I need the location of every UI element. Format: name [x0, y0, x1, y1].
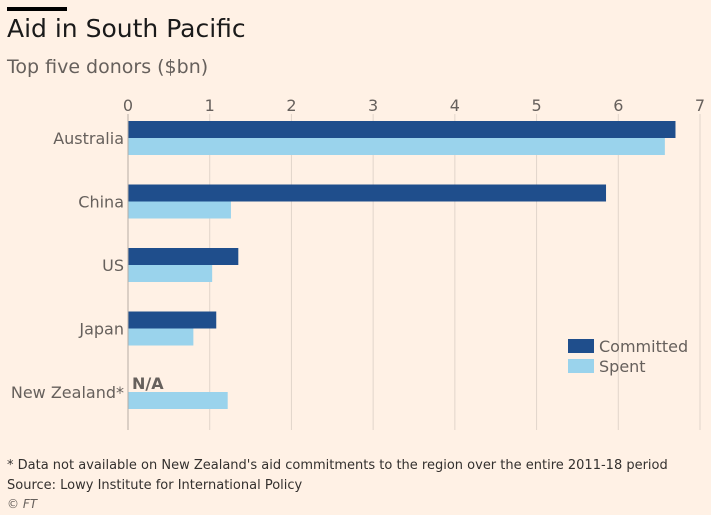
bar-committed — [128, 248, 239, 265]
category-label: US — [102, 256, 124, 275]
bar-spent — [128, 138, 665, 155]
legend-label-spent: Spent — [599, 357, 646, 376]
source-note: Source: Lowy Institute for International… — [7, 478, 303, 493]
footnote: * Data not available on New Zealand's ai… — [7, 458, 668, 473]
bar-spent — [128, 328, 194, 346]
bar-committed — [128, 184, 607, 202]
legend-swatch-committed — [568, 339, 594, 353]
bar-spent — [128, 265, 213, 282]
chart-subtitle: Top five donors ($bn) — [7, 56, 209, 78]
x-tick-label: 1 — [205, 96, 215, 115]
x-tick-label: 7 — [695, 96, 705, 115]
na-annotation: N/A — [132, 374, 164, 393]
bar-committed — [128, 311, 217, 329]
x-tick-label: 2 — [286, 96, 296, 115]
bar-chart: 0 1 2 3 4 5 6 7 Australia China US Japan New Zealand… — [11, 96, 705, 430]
category-label: China — [78, 193, 124, 212]
x-tick-label: 6 — [613, 96, 623, 115]
x-tick-label: 3 — [368, 96, 378, 115]
legend-label-committed: Committed — [599, 337, 688, 356]
header-rule — [7, 7, 67, 11]
bar-spent — [128, 392, 228, 409]
copyright: © FT — [7, 497, 38, 511]
bar-committed — [128, 121, 676, 138]
category-label: Australia — [53, 129, 124, 148]
chart-title: Aid in South Pacific — [7, 14, 246, 43]
category-label: New Zealand* — [11, 383, 124, 402]
category-label: Japan — [78, 320, 124, 339]
x-tick-label: 0 — [123, 96, 133, 115]
legend-swatch-spent — [568, 359, 594, 373]
x-tick-label: 4 — [450, 96, 460, 115]
bar-spent — [128, 201, 231, 219]
x-tick-label: 5 — [531, 96, 541, 115]
